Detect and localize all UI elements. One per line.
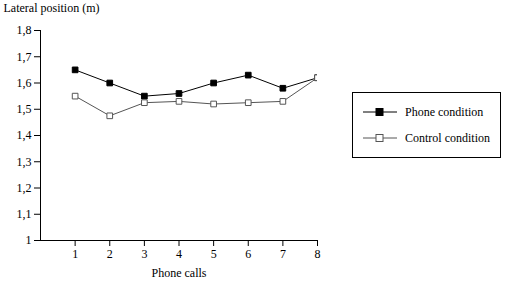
svg-text:1,3: 1,3 <box>17 155 32 169</box>
html-text:Phone condition: Phone condition <box>405 104 484 119</box>
svg-text:Lateral position (m): Lateral position (m) <box>4 1 100 15</box>
svg-text:4: 4 <box>176 247 182 261</box>
svg-text:6: 6 <box>245 247 251 261</box>
svg-text:1,6: 1,6 <box>17 76 32 90</box>
svg-text:1: 1 <box>72 247 78 261</box>
svg-text:1,4: 1,4 <box>17 128 32 142</box>
svg-text:7: 7 <box>280 247 286 261</box>
svg-text:1,8: 1,8 <box>17 23 32 37</box>
svg-text:1: 1 <box>26 233 32 247</box>
html-text:Control condition: Control condition <box>405 130 490 145</box>
svg-text:1,7: 1,7 <box>17 50 32 64</box>
svg-text:2: 2 <box>107 247 113 261</box>
svg-text:1,2: 1,2 <box>17 181 32 195</box>
svg-text:8: 8 <box>315 247 321 261</box>
svg-text:3: 3 <box>141 247 147 261</box>
svg-text:1,1: 1,1 <box>17 207 32 221</box>
svg-text:5: 5 <box>211 247 217 261</box>
svg-text:1,5: 1,5 <box>17 102 32 116</box>
svg-text:Phone calls: Phone calls <box>152 266 207 280</box>
